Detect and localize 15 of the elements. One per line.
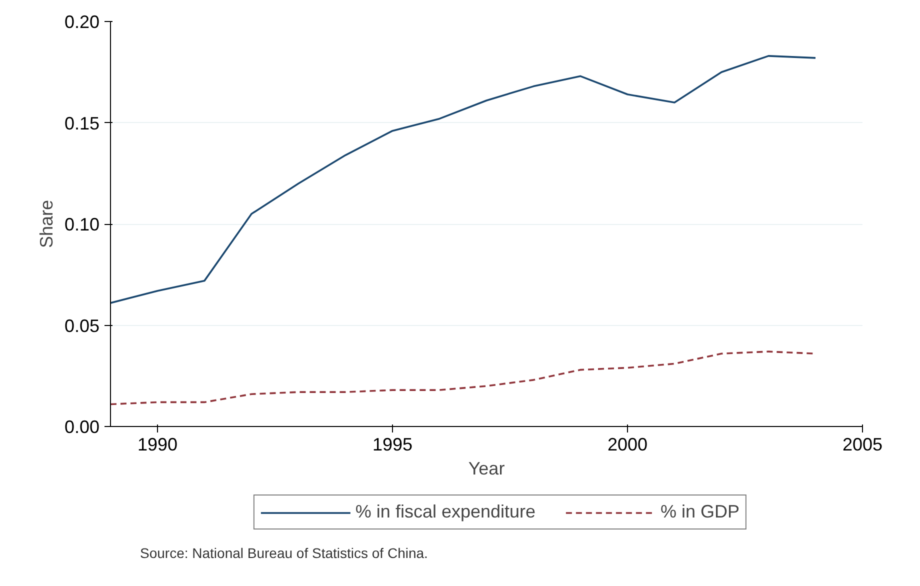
x-tick-label: 2005	[842, 434, 883, 454]
legend-label: % in GDP	[660, 502, 740, 522]
x-tick-label: 1990	[137, 434, 178, 454]
y-axis-title: Share	[36, 200, 56, 248]
y-tick-label: 0.10	[64, 214, 100, 234]
y-tick-label: 0.20	[64, 12, 100, 32]
y-tick-label: 0.00	[64, 417, 100, 437]
x-tick-label: 2000	[607, 434, 648, 454]
y-tick-label: 0.15	[64, 113, 100, 134]
source-note: Source: National Bureau of Statistics of China.	[140, 544, 428, 563]
line-series	[110, 55, 816, 304]
x-tick-label: 1995	[372, 434, 413, 454]
x-axis-title: Year	[468, 458, 505, 478]
legend-label: % in fiscal expenditure	[355, 502, 536, 522]
y-tick-label: 0.05	[64, 316, 100, 336]
